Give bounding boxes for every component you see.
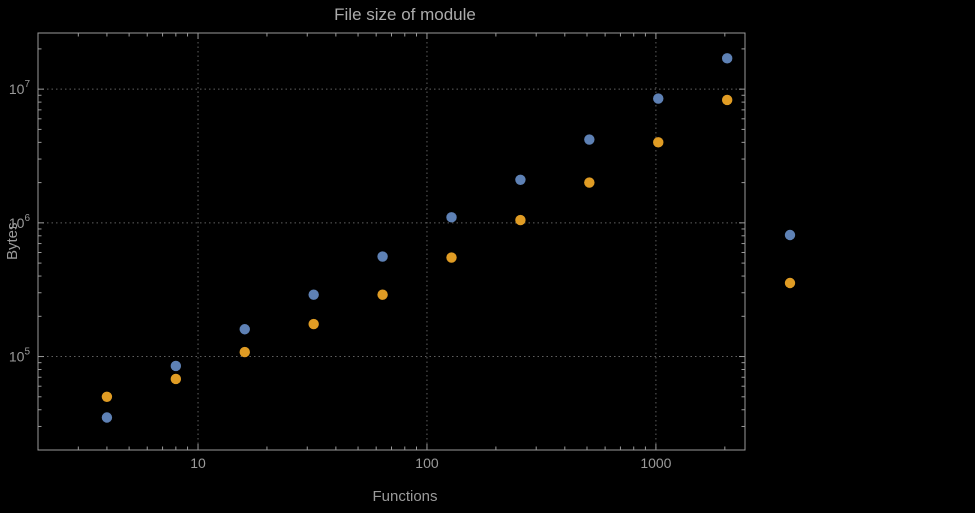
y-tick-label: 106 [9,213,31,231]
y-tick-label: 105 [9,347,31,365]
data-point [308,289,319,300]
data-point [515,214,526,226]
x-tick-label: 100 [415,455,439,471]
legend-marker [784,229,796,241]
data-point [515,174,526,185]
data-point [584,134,595,145]
plot-frame [37,32,746,451]
data-point [377,251,388,262]
data-point [653,137,664,148]
data-point [721,94,733,106]
data-point [377,289,388,300]
x-tick-label: 10 [190,455,206,471]
data-point [446,212,457,223]
x-axis-label: Functions [372,488,438,505]
chart-title: File size of module [334,5,476,24]
data-point [170,373,182,385]
data-point [308,318,319,330]
data-point [653,93,664,104]
data-point [721,53,733,64]
data-point [584,177,595,188]
data-point [239,346,250,358]
data-point [239,324,250,335]
data-point [170,360,182,372]
data-point [101,412,113,423]
data-point [446,252,457,263]
legend-marker [784,277,796,289]
data-point [101,391,113,402]
y-tick-label: 107 [9,79,31,97]
x-tick-label: 1000 [640,455,671,471]
